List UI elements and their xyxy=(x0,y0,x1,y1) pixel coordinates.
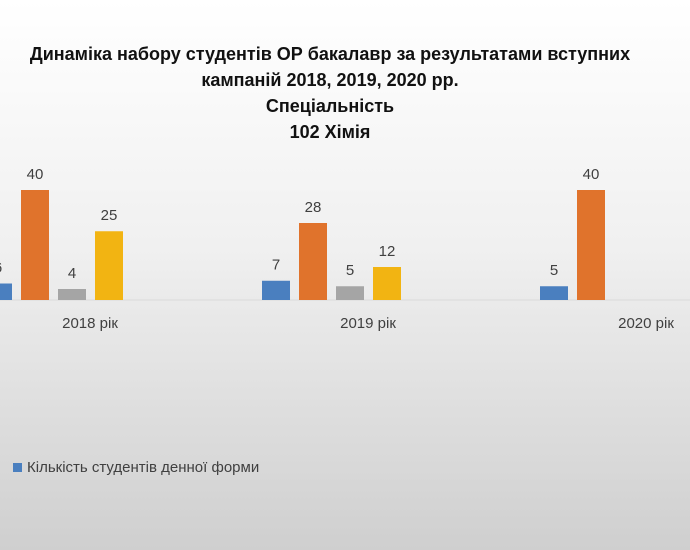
bar xyxy=(262,280,290,300)
bar xyxy=(95,231,123,300)
x-tick-label: 2019 рік xyxy=(340,315,396,332)
bar xyxy=(540,286,568,300)
data-label: 40 xyxy=(583,166,600,183)
x-tick-label: 2018 рік xyxy=(62,315,118,332)
data-label: 28 xyxy=(305,199,322,216)
data-label: 6 xyxy=(0,259,2,276)
data-label: 7 xyxy=(272,257,280,274)
data-label: 5 xyxy=(346,262,354,279)
data-label: 4 xyxy=(68,265,76,282)
data-label: 5 xyxy=(550,262,558,279)
bar xyxy=(299,223,327,300)
chart-title: Динаміка набору студентів ОР бакалавр за… xyxy=(30,44,630,64)
x-tick-label: 2020 рік xyxy=(618,315,674,332)
data-label: 12 xyxy=(379,243,396,260)
bar xyxy=(336,286,364,300)
data-label: 40 xyxy=(27,166,44,183)
chart-title: 102 Хімія xyxy=(290,122,371,142)
bar xyxy=(58,289,86,300)
chart-title: Спеціальність xyxy=(266,96,394,116)
legend-label: Кількість студентів денної форми xyxy=(27,459,259,476)
bar xyxy=(21,190,49,300)
bar xyxy=(0,283,12,300)
bar xyxy=(373,267,401,300)
data-label: 25 xyxy=(101,207,118,224)
bar xyxy=(577,190,605,300)
legend-swatch xyxy=(13,463,22,472)
chart-title: кампаній 2018, 2019, 2020 рр. xyxy=(201,70,458,90)
